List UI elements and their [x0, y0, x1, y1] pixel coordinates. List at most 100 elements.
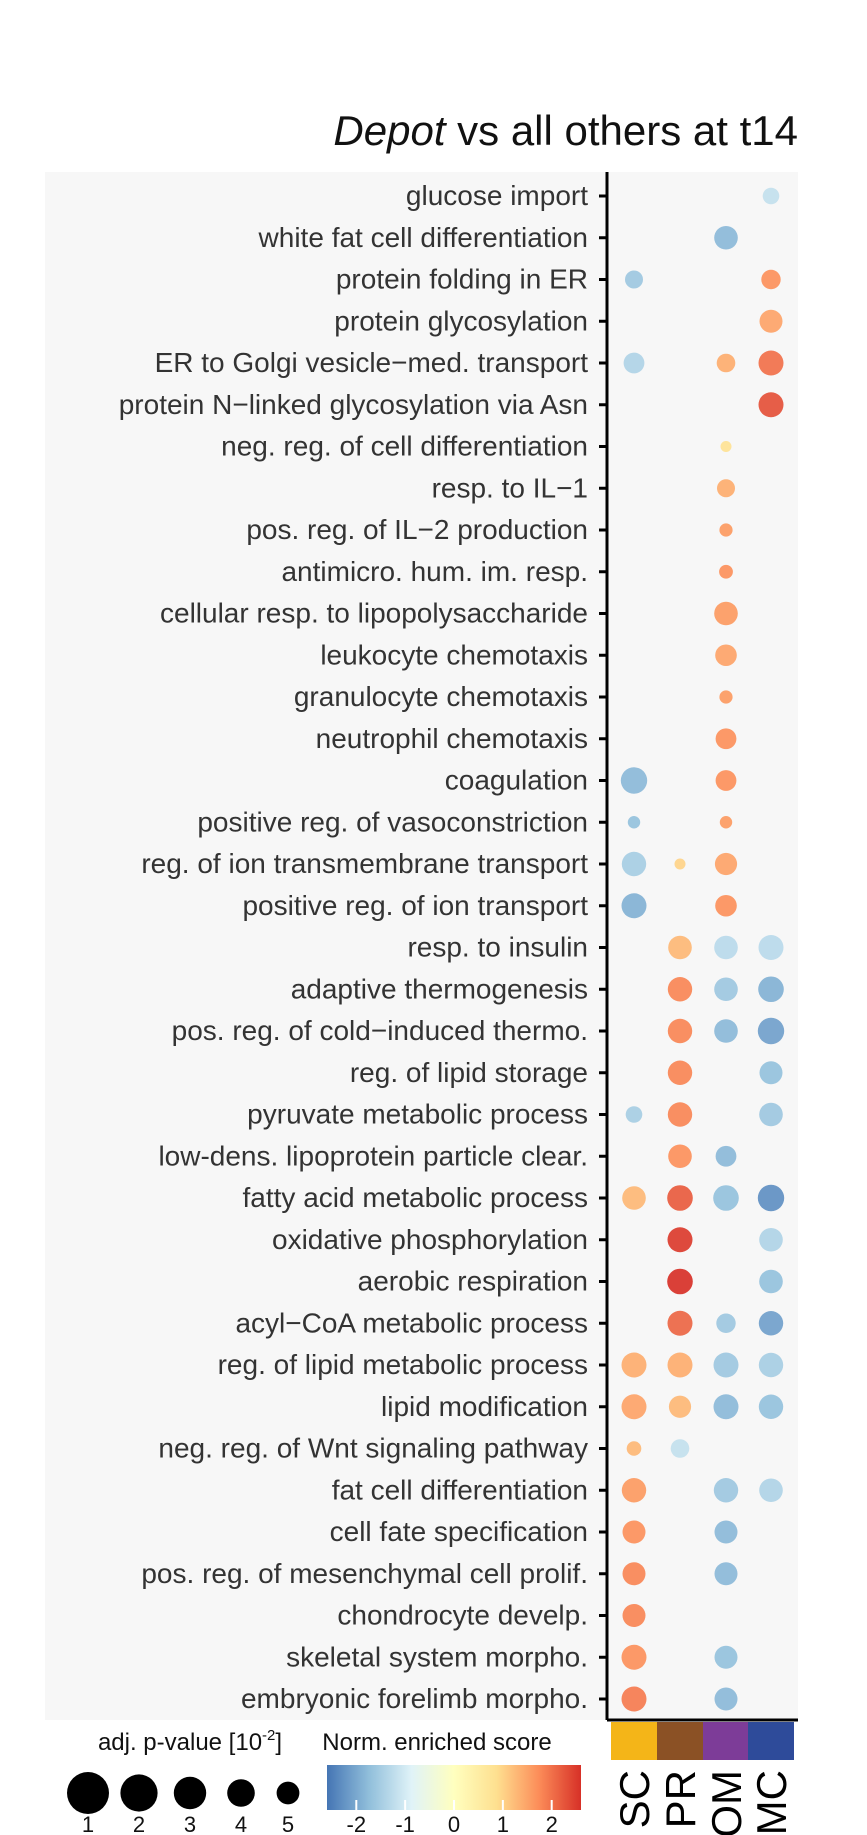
enrichment-dot	[715, 894, 737, 917]
depot-color-strip	[611, 1722, 657, 1760]
term-label: neutrophil chemotaxis	[316, 723, 588, 754]
size-legend-dot	[276, 1781, 300, 1805]
enrichment-dot	[759, 1478, 783, 1503]
enrichment-dot	[714, 601, 738, 626]
enrichment-dot	[758, 1311, 784, 1336]
term-label: protein glycosylation	[334, 305, 588, 336]
depot-label: SC	[611, 1770, 658, 1828]
term-label: embryonic forelimb morpho.	[241, 1683, 588, 1714]
enrichment-dot	[713, 1185, 739, 1211]
enrichment-dot	[714, 1019, 738, 1043]
term-label: reg. of ion transmembrane transport	[141, 848, 588, 879]
term-label: protein folding in ER	[336, 264, 588, 295]
color-legend-tick-label: 0	[448, 1812, 460, 1835]
size-legend-label: 4	[235, 1812, 247, 1835]
term-label: low-dens. lipoprotein particle clear.	[158, 1140, 588, 1171]
enrichment-dot	[667, 1102, 693, 1127]
enrichment-dot	[713, 1394, 739, 1420]
size-legend-dot	[173, 1776, 207, 1810]
enrichment-dot	[715, 1145, 737, 1167]
term-label: glucose import	[406, 180, 588, 211]
term-label: aerobic respiration	[358, 1266, 588, 1297]
term-label: neg. reg. of cell differentiation	[221, 431, 588, 462]
color-legend-tick-label: 2	[546, 1812, 558, 1835]
enrichment-dot	[758, 935, 784, 960]
enrichment-dot	[720, 441, 732, 452]
enrichment-dot	[714, 1562, 738, 1586]
term-label: antimicro. hum. im. resp.	[281, 556, 588, 587]
enrichment-dot	[668, 1144, 692, 1169]
chart-title: Depot vs all others at t14	[333, 107, 798, 154]
term-label: pos. reg. of cold−induced thermo.	[172, 1015, 588, 1046]
enrichment-dot	[758, 1352, 784, 1378]
term-label: fatty acid metabolic process	[243, 1182, 589, 1213]
color-legend-title: Norm. enriched score	[322, 1729, 551, 1756]
legends: adj. p-value [10-2] Norm. enriched score…	[67, 1727, 581, 1835]
enrichment-dot	[759, 309, 783, 333]
term-label: reg. of lipid storage	[350, 1057, 588, 1088]
enrichment-dot	[625, 270, 643, 289]
depot-color-strip	[657, 1722, 703, 1760]
depot-label: MC	[748, 1770, 795, 1835]
enrichment-dot	[667, 1060, 693, 1085]
size-legend-title: adj. p-value [10-2]	[98, 1727, 282, 1756]
enrichment-dot	[714, 225, 738, 250]
term-label: cell fate specification	[330, 1516, 588, 1547]
color-legend-tick-label: -1	[395, 1812, 415, 1835]
term-label: leukocyte chemotaxis	[320, 639, 588, 670]
enrichment-dot	[757, 1184, 785, 1212]
enrichment-dot	[719, 564, 733, 579]
enrichment-dot	[716, 1313, 736, 1333]
enrichment-dot	[719, 816, 733, 829]
size-legend-dot	[227, 1779, 255, 1807]
term-label: positive reg. of vasoconstriction	[197, 806, 588, 837]
enrichment-dot	[757, 1017, 785, 1045]
enrichment-dot	[621, 1686, 647, 1712]
enrichment-dot	[714, 935, 738, 960]
size-legend-dot	[67, 1772, 109, 1814]
color-legend-ticks: -2 -1 0 1 2	[347, 1800, 558, 1835]
enrichment-dot	[714, 977, 738, 1002]
size-legend-label: 1	[82, 1812, 94, 1835]
enrichment-dot	[667, 977, 693, 1002]
enrichment-dot	[668, 1395, 692, 1418]
term-label: ER to Golgi vesicle−med. transport	[155, 347, 589, 378]
term-label: adaptive thermogenesis	[291, 973, 588, 1004]
chart-title-italic: Depot	[333, 107, 447, 154]
enrichment-dot	[667, 1352, 693, 1378]
enrichment-dot	[667, 1185, 693, 1211]
enrichment-dot	[622, 1520, 646, 1544]
enrichment-dot	[715, 770, 737, 791]
enrichment-dot	[623, 352, 645, 374]
term-label: pos. reg. of IL−2 production	[246, 514, 588, 545]
term-label: pos. reg. of mesenchymal cell prolif.	[141, 1558, 588, 1589]
enrichment-dot	[714, 1520, 738, 1544]
term-label: white fat cell differentiation	[258, 222, 588, 253]
enrichment-dot	[758, 350, 784, 376]
depot-color-strip	[748, 1722, 794, 1760]
term-label: protein N−linked glycosylation via Asn	[119, 389, 588, 420]
enrichment-dot	[714, 1687, 738, 1711]
term-label: cellular resp. to lipopolysaccharide	[160, 598, 588, 629]
enrichment-dot	[719, 690, 733, 704]
enrichment-dot	[667, 1268, 693, 1295]
enrichment-dot	[713, 1352, 739, 1378]
color-legend-tick-label: 1	[497, 1812, 509, 1835]
enrichment-dot	[715, 728, 737, 750]
term-label: granulocyte chemotaxis	[294, 681, 588, 712]
enrichment-dot	[758, 392, 784, 418]
enrichment-dot	[759, 1269, 783, 1294]
enrichment-dot	[622, 1562, 646, 1586]
enrichment-dot	[667, 1310, 693, 1336]
term-label: fat cell differentiation	[332, 1474, 588, 1505]
enrichment-dot	[758, 976, 784, 1003]
enrichment-dot	[713, 1478, 739, 1503]
enrichment-dot	[625, 1106, 643, 1123]
term-label: lipid modification	[381, 1391, 588, 1422]
enrichment-dot	[717, 479, 735, 498]
term-label: positive reg. of ion transport	[242, 890, 588, 921]
enrichment-dot	[621, 1352, 647, 1378]
term-label: pyruvate metabolic process	[247, 1099, 588, 1130]
term-label: chondrocyte develp.	[337, 1600, 588, 1631]
